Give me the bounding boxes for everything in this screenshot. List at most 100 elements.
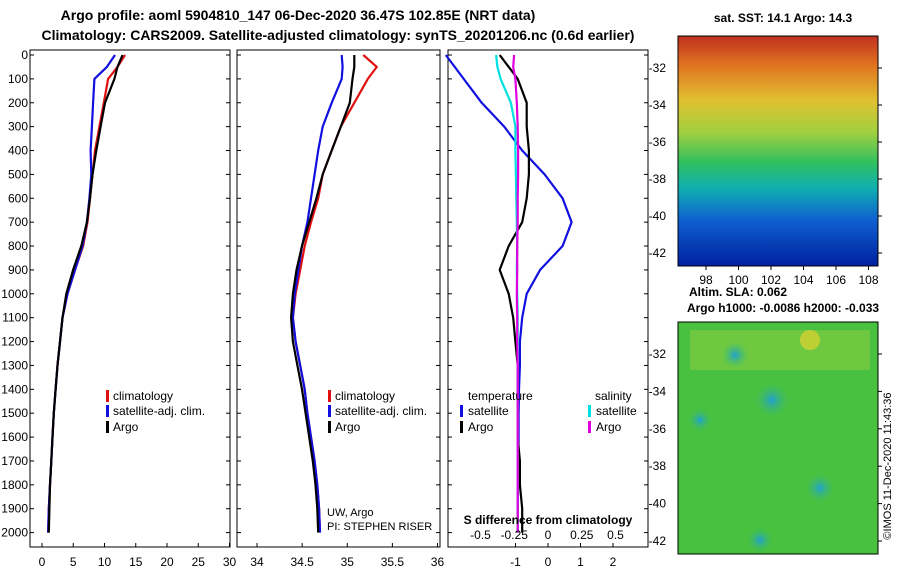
lat-tick-label: -38 xyxy=(649,172,667,186)
legend-climatology: climatology xyxy=(335,389,395,403)
sla-eddy xyxy=(805,473,835,503)
depth-tick-label: 1600 xyxy=(1,430,28,444)
temperature-lines xyxy=(47,54,126,533)
lon-tick-label: 106 xyxy=(826,273,846,287)
legend-swatch-climatology xyxy=(106,390,109,402)
sst-map-title: sat. SST: 14.1 Argo: 14.3 xyxy=(714,11,853,25)
depth-tick-label: 400 xyxy=(8,144,28,158)
difference-lines xyxy=(444,54,573,533)
sla-map xyxy=(677,321,879,555)
depth-tick-label: 1300 xyxy=(1,358,28,372)
x-tick-label: 35.5 xyxy=(381,555,405,569)
x-tick-label-salinity: -0.25 xyxy=(501,528,529,542)
legend-swatch-satellite xyxy=(328,405,331,417)
legend-sal-satellite: satellite xyxy=(596,404,637,418)
depth-tick-label: 1400 xyxy=(1,382,28,396)
header-line-2: Climatology: CARS2009. Satellite-adjuste… xyxy=(42,27,635,43)
series-line-temperature-argo xyxy=(498,54,531,533)
legend-swatch-satellite xyxy=(106,405,109,417)
depth-tick-label: 1900 xyxy=(1,502,28,516)
x-tick-label-salinity: 0 xyxy=(545,528,552,542)
lon-tick-label: 100 xyxy=(728,273,748,287)
depth-tick-label: 600 xyxy=(8,191,28,205)
series-line-salinity-argo xyxy=(512,54,520,533)
legend-sal-argo: Argo xyxy=(596,420,622,434)
series-line-satellite-adj-clim- xyxy=(47,54,116,533)
lat-tick-label: -34 xyxy=(649,384,667,398)
imos-stamp: ©IMOS 11-Dec-2020 11:43:36 xyxy=(882,392,894,539)
sst-lat-axis: -32 -34 -36 -38 -40 -42 xyxy=(649,61,882,260)
difference-axis-label: S difference from climatology xyxy=(464,513,633,527)
depth-tick-label: 0 xyxy=(21,48,28,62)
legend-argo: Argo xyxy=(113,420,139,434)
legend-swatch-sal-satellite xyxy=(588,405,591,417)
series-line-argo xyxy=(47,54,124,533)
depth-tick-label: 800 xyxy=(8,239,28,253)
sla-eddy xyxy=(754,382,790,418)
x-tick-label-salinity: -0.5 xyxy=(470,528,491,542)
legend-swatch-sal-argo xyxy=(588,421,591,433)
temperature-x-axis: 0 5 10 15 20 25 30 xyxy=(39,543,237,569)
depth-tick-label: 200 xyxy=(8,96,28,110)
depth-tick-label: 1800 xyxy=(1,478,28,492)
x-tick-label: 35 xyxy=(341,555,355,569)
legend-swatch-argo xyxy=(106,421,109,433)
depth-tick-label: 1100 xyxy=(2,311,28,325)
x-tick-label: 36 xyxy=(431,555,445,569)
temperature-panel xyxy=(29,49,231,548)
lat-tick-label: -40 xyxy=(649,497,667,511)
depth-tick-label: 2000 xyxy=(1,526,28,540)
depth-tick-label: 1000 xyxy=(1,287,28,301)
series-line-climatology xyxy=(291,54,378,533)
x-tick-label: 34 xyxy=(250,555,264,569)
depth-tick-label: 500 xyxy=(8,167,28,181)
legend-swatch-temp-satellite xyxy=(460,405,463,417)
salinity-x-axis: 34 34.5 35 35.5 36 xyxy=(250,543,444,569)
lat-tick-label: -32 xyxy=(649,61,667,75)
x-tick-label: -1 xyxy=(510,555,521,569)
lat-tick-label: -36 xyxy=(649,422,667,436)
x-tick-label: 30 xyxy=(223,555,237,569)
series-line-satellite-adj-clim- xyxy=(291,54,344,533)
x-tick-label: 20 xyxy=(160,555,174,569)
series-line-salinity-satellite xyxy=(495,54,519,533)
depth-tick-label: 300 xyxy=(8,120,28,134)
legend-temp-satellite: satellite xyxy=(468,404,509,418)
x-tick-label-salinity: 0.25 xyxy=(570,528,594,542)
depth-axis: 0 100 200 300 400 500 600 700 800 900 1000 1100 1200… xyxy=(1,48,648,540)
sst-map xyxy=(677,35,879,267)
x-tick-label: 34.5 xyxy=(290,555,314,569)
salinity-legend: climatology satellite-adj. clim. Argo UW… xyxy=(327,389,432,533)
lon-tick-label: 98 xyxy=(699,273,713,287)
x-tick-label: 10 xyxy=(98,555,112,569)
lat-tick-label: -32 xyxy=(649,347,667,361)
lon-tick-label: 104 xyxy=(793,273,813,287)
x-tick-label-salinity: 0.5 xyxy=(607,528,624,542)
depth-tick-label: 1700 xyxy=(1,454,28,468)
difference-x-axis: -1 0 1 2 -0.5 -0.25 0 0.25 0.5 xyxy=(470,528,624,569)
sla-lat-axis: -32 -34 -36 -38 -40 -42 xyxy=(649,347,882,548)
sla-map-subtitle: Argo h1000: -0.0086 h2000: -0.033 xyxy=(687,301,879,315)
sla-eddy xyxy=(688,408,712,432)
lat-tick-label: -36 xyxy=(649,135,667,149)
sst-map-field xyxy=(678,36,878,266)
lon-tick-label: 108 xyxy=(858,273,878,287)
difference-panel xyxy=(447,49,649,548)
depth-tick-label: 700 xyxy=(8,215,28,229)
lat-tick-label: -40 xyxy=(649,209,667,223)
x-tick-label: 2 xyxy=(610,555,617,569)
sla-map-frame xyxy=(677,321,879,555)
legend-swatch-temp-argo xyxy=(460,421,463,433)
x-tick-label: 0 xyxy=(39,555,46,569)
header-line-1: Argo profile: aoml 5904810_147 06-Dec-20… xyxy=(61,7,536,23)
depth-tick-label: 1500 xyxy=(1,406,28,420)
lon-tick-label: 102 xyxy=(761,273,781,287)
x-tick-label: 25 xyxy=(192,555,206,569)
legend-climatology: climatology xyxy=(113,389,173,403)
series-line-argo xyxy=(290,55,356,533)
depth-tick-label: 900 xyxy=(8,263,28,277)
legend-salinity-title: salinity xyxy=(595,389,632,403)
legend-swatch-argo xyxy=(328,421,331,433)
legend-temp-argo: Argo xyxy=(468,420,494,434)
